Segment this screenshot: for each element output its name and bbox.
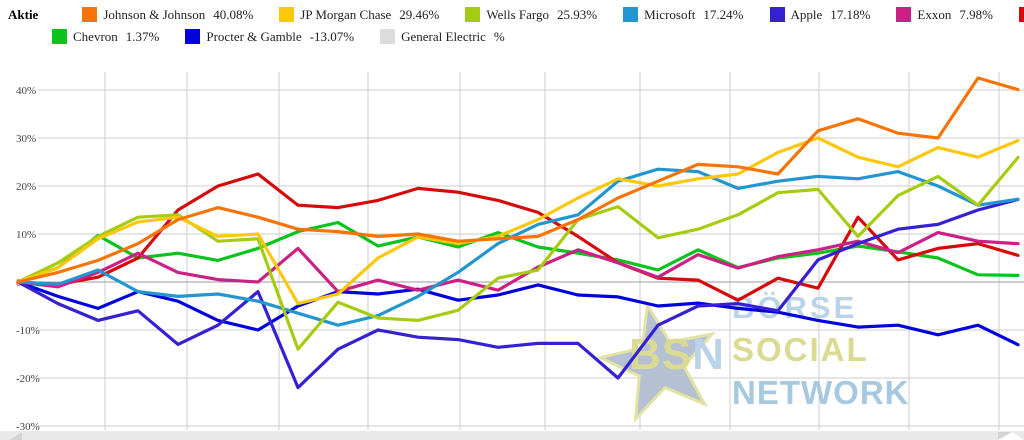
y-axis-tick-label: -10% xyxy=(16,325,40,337)
legend-item-procter-gamble: Procter & Gamble -13.07% xyxy=(185,29,354,45)
legend-swatch-icon xyxy=(1018,7,1024,22)
legend-swatch-icon xyxy=(465,7,481,22)
legend-item-wells-fargo: Wells Fargo 25.93% xyxy=(465,7,597,23)
legend-label: Chevron xyxy=(73,28,118,44)
y-axis-tick-label: 40% xyxy=(16,85,36,97)
legend-swatch-icon xyxy=(769,7,785,22)
y-axis-tick-label: 30% xyxy=(16,133,36,145)
legend-value: 17.18% xyxy=(830,6,871,22)
legend-label: Microsoft xyxy=(644,6,696,22)
legend-row-2: Chevron 1.37% Procter & Gamble -13.07% Gener… xyxy=(52,26,1024,47)
legend-value: % xyxy=(493,28,505,44)
legend-value: 25.93% xyxy=(557,6,598,22)
series-line-johnson-johnson xyxy=(16,76,1020,284)
legend-item-jp-morgan-chase: JP Morgan Chase 29.46% xyxy=(279,7,439,23)
legend-value: 17.24% xyxy=(703,6,744,22)
legend-label: Johnson & Johnson xyxy=(103,6,206,22)
y-axis-tick-label: 10% xyxy=(16,229,36,241)
legend-row-1: Aktie Johnson & Johnson 40.08% JP Morgan C… xyxy=(8,4,1024,25)
watermark-network: NETWORK xyxy=(732,374,909,411)
watermark-star-icon xyxy=(595,300,716,423)
legend-value: 40.08% xyxy=(213,6,254,22)
legend-swatch-icon xyxy=(52,29,67,44)
legend-swatch-icon xyxy=(896,7,912,22)
watermark-social: SOCIAL xyxy=(732,331,869,368)
legend-value: -13.07% xyxy=(309,28,355,44)
legend-title: Aktie xyxy=(8,6,39,22)
legend-swatch-icon xyxy=(82,7,98,22)
legend-label: Exxon xyxy=(917,6,952,22)
series-line-microsoft xyxy=(16,167,1020,327)
scrollbar-right-arrow[interactable] xyxy=(998,432,1012,440)
horizontal-scrollbar[interactable] xyxy=(0,431,1024,440)
y-axis-tick-label: 20% xyxy=(16,181,36,193)
series-lines xyxy=(16,76,1020,390)
legend-item-microsoft: Microsoft 17.24% xyxy=(623,6,744,23)
performance-line-chart: 40%30%20%10%0%-10%-20%-30% BSN BÖRSE SOC… xyxy=(0,72,1024,440)
legend-label: Wells Fargo xyxy=(486,6,550,22)
legend-item-exxon: Exxon 7.98% xyxy=(896,7,993,23)
legend-swatch-icon xyxy=(279,7,295,22)
legend-value: 29.46% xyxy=(399,6,440,22)
legend-item-nestl: Nestlé5.55% xyxy=(1018,7,1024,23)
legend-value: 7.98% xyxy=(959,6,993,22)
series-line-jp-morgan-chase xyxy=(16,136,1020,306)
legend-swatch-icon xyxy=(623,7,639,22)
y-axis-tick-label: -20% xyxy=(16,373,40,385)
legend-item-general-electric: General Electric% xyxy=(380,29,505,45)
series-line-exxon xyxy=(16,231,1020,294)
legend-label: JP Morgan Chase xyxy=(300,6,392,22)
legend-item-johnson-johnson: Johnson & Johnson 40.08% xyxy=(82,7,253,23)
scrollbar-left-notch[interactable] xyxy=(10,432,22,440)
legend-item-apple: Apple 17.18% xyxy=(769,6,871,23)
legend-label: Procter & Gamble xyxy=(206,28,302,44)
watermark-bsn: BSN xyxy=(629,330,725,379)
legend-value: 1.37% xyxy=(125,28,160,44)
series-line-apple xyxy=(16,197,1020,390)
y-axis-labels: 40%30%20%10%0%-10%-20%-30% xyxy=(16,85,40,433)
legend-label: General Electric xyxy=(401,28,486,44)
series-line-procter-gamble xyxy=(16,280,1020,347)
y-axis-tick-label: -30% xyxy=(16,421,40,433)
gridlines xyxy=(38,72,1024,430)
legend-item-chevron: Chevron 1.37% xyxy=(52,29,159,45)
legend-label: Apple xyxy=(790,6,823,22)
legend-swatch-icon xyxy=(380,29,396,44)
legend-swatch-icon xyxy=(185,29,201,44)
legend: Aktie Johnson & Johnson 40.08% JP Morgan C… xyxy=(0,0,1024,47)
